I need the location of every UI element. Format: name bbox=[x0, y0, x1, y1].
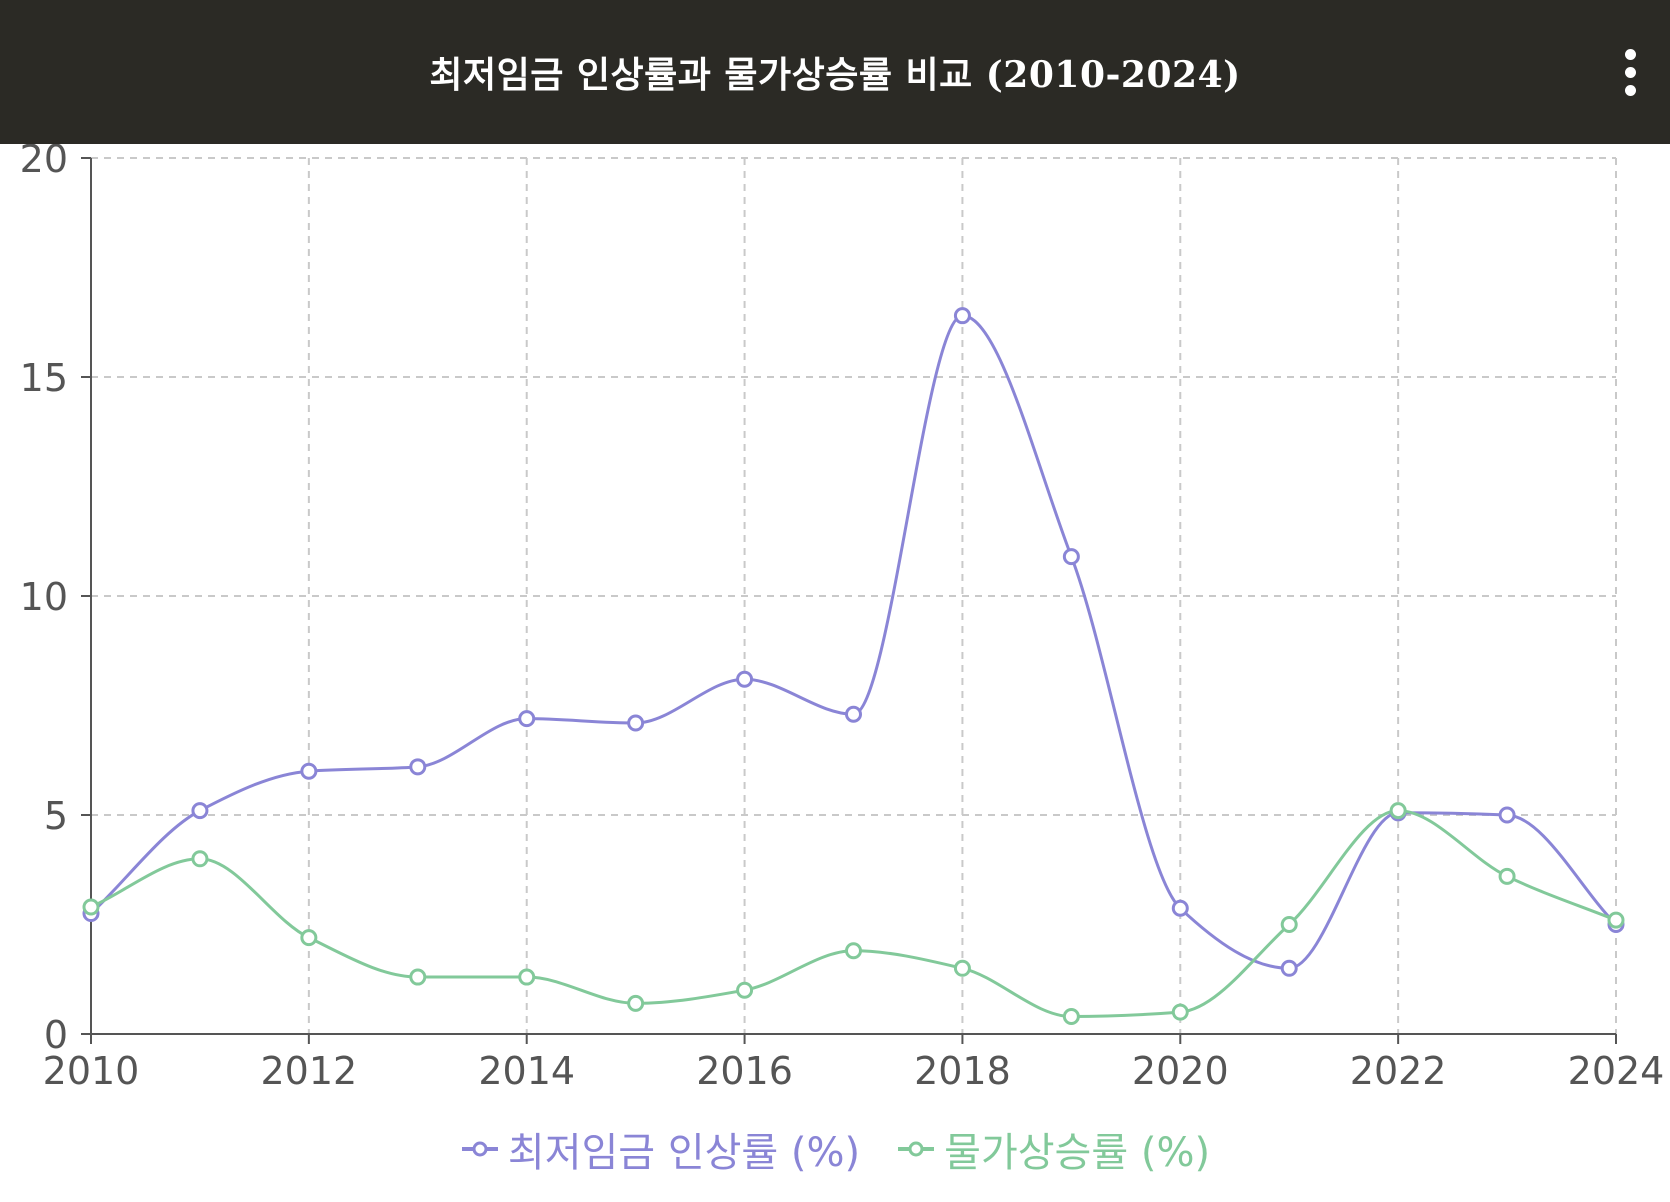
app-bar: 최저임금 인상률과 물가상승률 비교 (2010-2024) bbox=[0, 0, 1670, 144]
more-menu-button[interactable] bbox=[1610, 32, 1650, 112]
more-vert-icon-dot bbox=[1624, 66, 1636, 78]
x-tick-label: 2016 bbox=[696, 1049, 793, 1093]
data-point-series-1 bbox=[1280, 959, 1298, 977]
y-tick-label: 15 bbox=[20, 356, 68, 400]
chart-legend: 최저임금 인상률 (%) 물가상승률 (%) bbox=[0, 1120, 1670, 1178]
data-point-series-1 bbox=[1171, 899, 1189, 917]
data-point-series-2 bbox=[953, 959, 971, 977]
data-point-series-1 bbox=[409, 758, 427, 776]
data-point-series-2 bbox=[1607, 911, 1625, 929]
y-tick-label: 10 bbox=[20, 575, 68, 619]
x-tick-label: 2014 bbox=[478, 1049, 575, 1093]
y-tick-label: 0 bbox=[44, 1013, 68, 1057]
more-vert-icon bbox=[1624, 48, 1636, 60]
data-point-series-1 bbox=[518, 710, 536, 728]
legend-item-2[interactable]: 물가상승률 (%) bbox=[896, 1120, 1210, 1178]
legend-label: 물가상승률 (%) bbox=[944, 1130, 1211, 1176]
data-point-series-2 bbox=[1389, 802, 1407, 820]
legend-line-marker-icon bbox=[898, 1141, 935, 1157]
y-tick-label: 20 bbox=[20, 144, 68, 181]
x-tick-label: 2020 bbox=[1132, 1049, 1229, 1093]
data-point-series-1 bbox=[627, 714, 645, 732]
legend-item-1[interactable]: 최저임금 인상률 (%) bbox=[460, 1120, 860, 1178]
line-chart: 0 5 10 15 20 2010 2012 2014 2016 2018 2020 2022 2024 bbox=[20, 144, 1665, 1093]
data-point-series-2 bbox=[300, 929, 318, 947]
data-point-series-2 bbox=[409, 968, 427, 986]
data-point-series-1 bbox=[845, 705, 862, 723]
y-tick-label: 5 bbox=[44, 794, 68, 838]
legend-label: 최저임금 인상률 (%) bbox=[507, 1130, 861, 1176]
data-point-series-1 bbox=[736, 670, 754, 688]
series-line-2 bbox=[90, 809, 1617, 1018]
more-vert-icon-dot bbox=[1624, 84, 1636, 96]
x-tick-label: 2010 bbox=[43, 1049, 140, 1093]
data-point-series-2 bbox=[736, 981, 754, 999]
data-point-series-1 bbox=[1062, 548, 1080, 566]
x-tick-label: 2024 bbox=[1568, 1049, 1665, 1093]
data-point-series-1 bbox=[953, 307, 971, 325]
data-point-series-2 bbox=[627, 994, 645, 1012]
series-line-1 bbox=[89, 314, 1618, 970]
data-point-series-2 bbox=[845, 942, 862, 960]
x-tick-label: 2012 bbox=[260, 1049, 357, 1093]
data-point-series-2 bbox=[1062, 1007, 1080, 1025]
data-point-series-2 bbox=[1498, 867, 1516, 885]
legend-line-marker-icon bbox=[461, 1141, 498, 1157]
data-point-series-2 bbox=[1280, 916, 1298, 933]
x-tick-label: 2018 bbox=[914, 1049, 1011, 1093]
data-point-series-2 bbox=[518, 968, 536, 986]
data-point-series-2 bbox=[1171, 1003, 1189, 1021]
data-point-series-2 bbox=[191, 850, 209, 868]
x-tick-label: 2022 bbox=[1350, 1049, 1447, 1093]
data-point-series-1 bbox=[300, 762, 318, 780]
data-point-series-2 bbox=[82, 898, 100, 916]
data-point-series-1 bbox=[191, 802, 209, 820]
chart-title: 최저임금 인상률과 물가상승률 비교 (2010-2024) bbox=[429, 54, 1241, 96]
data-point-series-1 bbox=[1498, 806, 1516, 824]
